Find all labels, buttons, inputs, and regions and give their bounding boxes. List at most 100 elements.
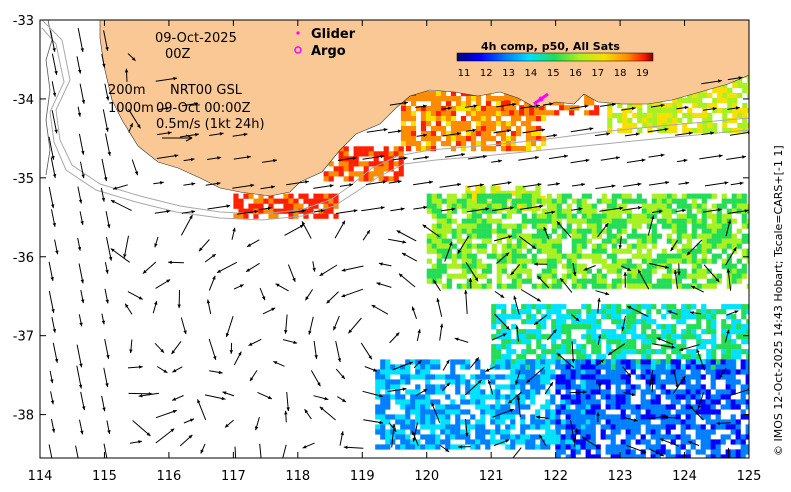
current-arrow (583, 265, 596, 271)
legend: Glider Argo (294, 27, 356, 59)
current-arrow (104, 339, 110, 359)
current-arrow (621, 315, 626, 331)
current-arrow (105, 133, 111, 156)
current-arrow (112, 184, 128, 190)
current-arrow (180, 214, 193, 236)
colorbar-tick-label: 18 (614, 68, 627, 79)
current-arrow (622, 366, 632, 378)
current-arrow (493, 129, 511, 134)
current-arrow (51, 316, 57, 333)
y-tick-label: -34 (13, 93, 34, 108)
current-arrow (416, 133, 428, 138)
current-arrow (389, 101, 408, 106)
current-arrow (415, 104, 427, 108)
date-label: 09-Oct-2025 (155, 31, 237, 46)
current-arrow (556, 352, 575, 369)
current-arrow (516, 396, 521, 418)
current-arrow (339, 183, 354, 187)
colorbar-title: 4h comp, p50, All Sats (481, 40, 620, 53)
current-arrow (361, 206, 385, 212)
stamp-label: 09-Oct 00:00Z (156, 101, 251, 116)
current-arrow (689, 311, 702, 315)
current-arrow (262, 307, 276, 315)
current-arrow (648, 370, 654, 387)
current-arrow (465, 379, 482, 396)
current-arrow (727, 106, 740, 110)
current-arrow (607, 343, 626, 356)
current-arrow (457, 235, 470, 254)
current-arrow (667, 310, 678, 315)
current-arrow (648, 180, 670, 186)
current-arrow (254, 416, 260, 431)
x-axis: 114 115 116 117 118 119 120 121 122 123 124 125 (28, 20, 761, 484)
current-arrow (104, 288, 109, 304)
current-arrow (366, 128, 388, 133)
current-arrow (302, 442, 315, 449)
current-arrow (387, 387, 407, 393)
current-arrow (702, 107, 717, 111)
current-arrow (304, 289, 314, 301)
current-arrow (618, 236, 622, 249)
current-arrow (416, 329, 421, 342)
legend-glider: Glider (311, 27, 356, 42)
current-arrow (496, 252, 510, 264)
current-arrow (411, 430, 419, 447)
current-arrow (664, 415, 677, 420)
current-arrow (110, 248, 130, 263)
current-arrow (466, 207, 490, 213)
current-arrow (248, 338, 262, 347)
current-arrow (129, 339, 133, 354)
current-arrow (467, 183, 484, 188)
current-arrow (571, 341, 575, 363)
current-arrow (678, 181, 690, 185)
current-arrow (179, 133, 199, 138)
current-arrow (183, 418, 195, 424)
current-arrow (363, 419, 384, 425)
colorbar-ticks: 11 12 13 14 15 16 17 18 19 (458, 68, 649, 79)
current-arrow (672, 375, 686, 394)
current-arrow (388, 238, 407, 244)
current-arrow (624, 132, 640, 137)
current-arrow (637, 269, 650, 290)
current-arrow (48, 261, 54, 281)
x-tick-label: 118 (285, 469, 310, 484)
current-arrow (282, 339, 298, 344)
current-arrow (543, 226, 550, 240)
current-arrow (128, 108, 141, 129)
current-arrow (127, 365, 143, 369)
current-arrow (155, 409, 177, 419)
current-arrow (157, 131, 172, 136)
current-arrow (157, 106, 170, 111)
current-arrow (571, 314, 580, 322)
current-arrow (526, 366, 545, 384)
current-arrow (467, 154, 487, 160)
current-arrow (48, 290, 55, 313)
x-tick-label: 120 (414, 469, 439, 484)
current-arrow (547, 329, 557, 341)
current-arrow (104, 83, 110, 101)
current-arrow (106, 237, 113, 261)
current-arrow (76, 365, 83, 389)
current-arrow (171, 341, 182, 355)
current-arrow (259, 443, 262, 458)
current-arrow (673, 269, 678, 289)
current-arrow (389, 332, 400, 344)
isobath-200m (41, 20, 749, 215)
current-arrow (155, 428, 175, 444)
current-arrow (650, 103, 665, 108)
current-arrow (154, 209, 171, 214)
current-arrow (547, 182, 560, 186)
current-arrow (413, 205, 428, 210)
current-arrow (520, 289, 542, 302)
current-arrow (465, 128, 477, 132)
current-arrow (647, 127, 669, 133)
current-arrow (388, 179, 402, 184)
current-arrow (49, 370, 54, 384)
current-arrow (339, 431, 344, 446)
current-arrow (491, 159, 502, 163)
current-arrow (440, 207, 456, 212)
land-mass (99, 20, 749, 197)
current-arrow (183, 157, 195, 162)
current-arrow (492, 408, 514, 418)
current-arrow (131, 159, 139, 176)
